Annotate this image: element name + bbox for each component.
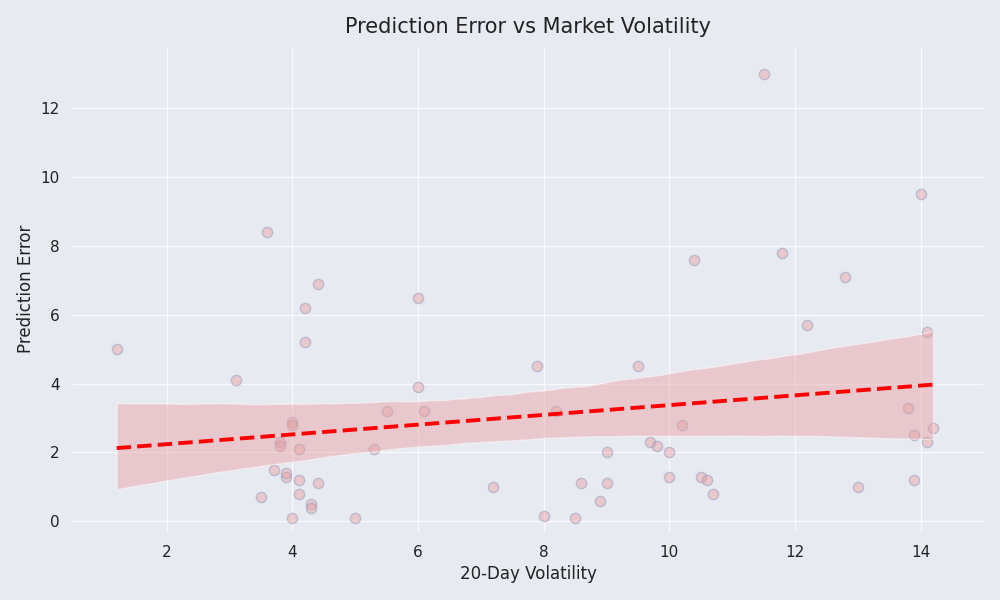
Point: [297, 338, 313, 347]
Point: [410, 293, 426, 302]
Point: [379, 406, 395, 416]
Point: [284, 417, 300, 427]
Point: [548, 406, 564, 416]
Point: [536, 511, 552, 521]
Point: [925, 424, 941, 433]
Point: [799, 320, 815, 330]
Point: [642, 437, 658, 447]
Point: [913, 190, 929, 199]
Point: [906, 430, 922, 440]
Point: [774, 248, 790, 258]
Point: [303, 499, 319, 509]
Point: [109, 344, 125, 354]
Point: [284, 420, 300, 430]
Point: [919, 437, 935, 447]
Point: [699, 475, 715, 485]
Point: [661, 448, 677, 457]
Point: [674, 420, 690, 430]
Point: [310, 279, 326, 289]
Point: [278, 469, 294, 478]
Point: [661, 472, 677, 481]
Point: [259, 227, 275, 237]
Point: [253, 493, 269, 502]
Point: [291, 475, 307, 485]
Point: [291, 444, 307, 454]
Point: [705, 489, 721, 499]
Point: [228, 376, 244, 385]
Point: [291, 489, 307, 499]
X-axis label: 20-Day Volatility: 20-Day Volatility: [460, 565, 596, 583]
Point: [630, 362, 646, 371]
Point: [310, 479, 326, 488]
Point: [592, 496, 608, 505]
Point: [900, 403, 916, 413]
Point: [837, 272, 853, 282]
Point: [366, 444, 382, 454]
Title: Prediction Error vs Market Volatility: Prediction Error vs Market Volatility: [345, 17, 711, 37]
Point: [906, 475, 922, 485]
Point: [347, 513, 363, 523]
Point: [416, 406, 432, 416]
Point: [693, 472, 709, 481]
Y-axis label: Prediction Error: Prediction Error: [17, 225, 35, 353]
Point: [686, 255, 702, 265]
Point: [485, 482, 501, 491]
Point: [850, 482, 866, 491]
Point: [919, 327, 935, 337]
Point: [599, 448, 615, 457]
Point: [272, 437, 288, 447]
Point: [266, 465, 282, 475]
Point: [278, 472, 294, 481]
Point: [599, 479, 615, 488]
Point: [303, 503, 319, 512]
Point: [284, 513, 300, 523]
Point: [756, 69, 772, 79]
Point: [272, 441, 288, 451]
Point: [529, 362, 545, 371]
Point: [573, 479, 589, 488]
Point: [649, 441, 665, 451]
Point: [410, 382, 426, 392]
Point: [567, 513, 583, 523]
Point: [297, 303, 313, 313]
